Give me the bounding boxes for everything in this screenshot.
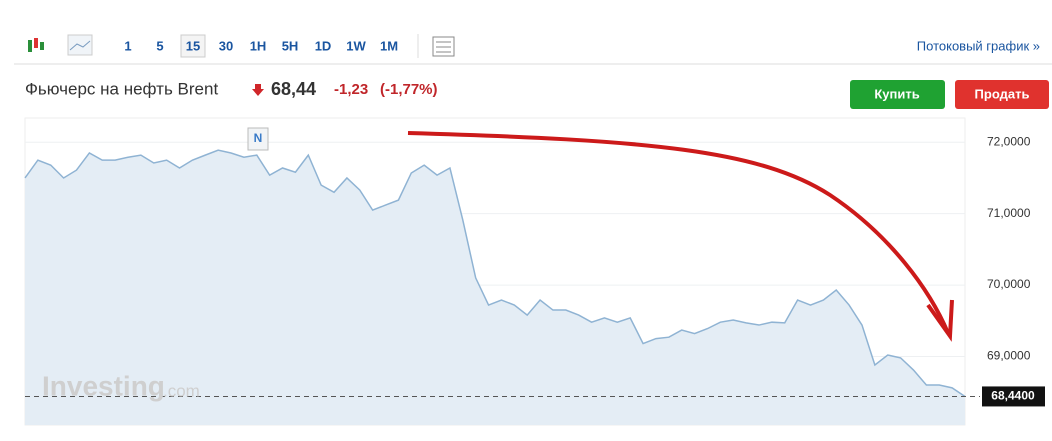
trend-arrow	[407, 131, 950, 334]
buy-button[interactable]	[850, 80, 945, 109]
buy-label[interactable]: Купить	[874, 86, 919, 101]
y-tick-label: 69,0000	[987, 349, 1031, 363]
candle-icon[interactable]	[28, 38, 44, 52]
area-icon[interactable]	[67, 34, 93, 56]
watermark-suffix: .com	[163, 381, 200, 400]
y-tick-label: 71,0000	[987, 206, 1031, 220]
sell-button[interactable]	[955, 80, 1049, 109]
trend-arrow-head	[926, 299, 954, 342]
price: 68,44	[271, 79, 316, 99]
news-badge[interactable]	[247, 127, 269, 151]
interval-button[interactable]: 1	[124, 38, 131, 53]
y-tick-label: 70,0000	[987, 277, 1031, 291]
change: -1,23	[334, 81, 368, 98]
interval-button[interactable]: 1D	[315, 38, 332, 53]
interval-button[interactable]: 1H	[250, 38, 267, 53]
interval-button[interactable]: 15	[186, 38, 200, 53]
watermark-brand: Investing	[42, 370, 165, 401]
settings-icon[interactable]	[432, 36, 455, 57]
last-price-label: 68,4400	[991, 389, 1035, 403]
price-line	[24, 149, 966, 398]
y-tick-label: 72,0000	[987, 134, 1031, 148]
interval-button[interactable]: 1M	[380, 38, 398, 53]
interval-button[interactable]: 30	[219, 38, 233, 53]
change-pct: (-1,77%)	[380, 81, 438, 98]
selected-interval-box	[180, 34, 206, 58]
instrument: Фьючерс на нефть Brent	[25, 79, 218, 98]
last-price-box	[982, 386, 1045, 407]
interval-button[interactable]: 1W	[346, 38, 366, 53]
news-label[interactable]: N	[254, 131, 263, 145]
sell-label[interactable]: Продать	[975, 86, 1030, 101]
interval-button[interactable]: 5	[156, 38, 163, 53]
area-fill	[25, 150, 965, 425]
down-arrow	[252, 84, 264, 96]
interval-button[interactable]: 5H	[282, 38, 299, 53]
stream-link[interactable]: Потоковый график »	[917, 38, 1040, 53]
